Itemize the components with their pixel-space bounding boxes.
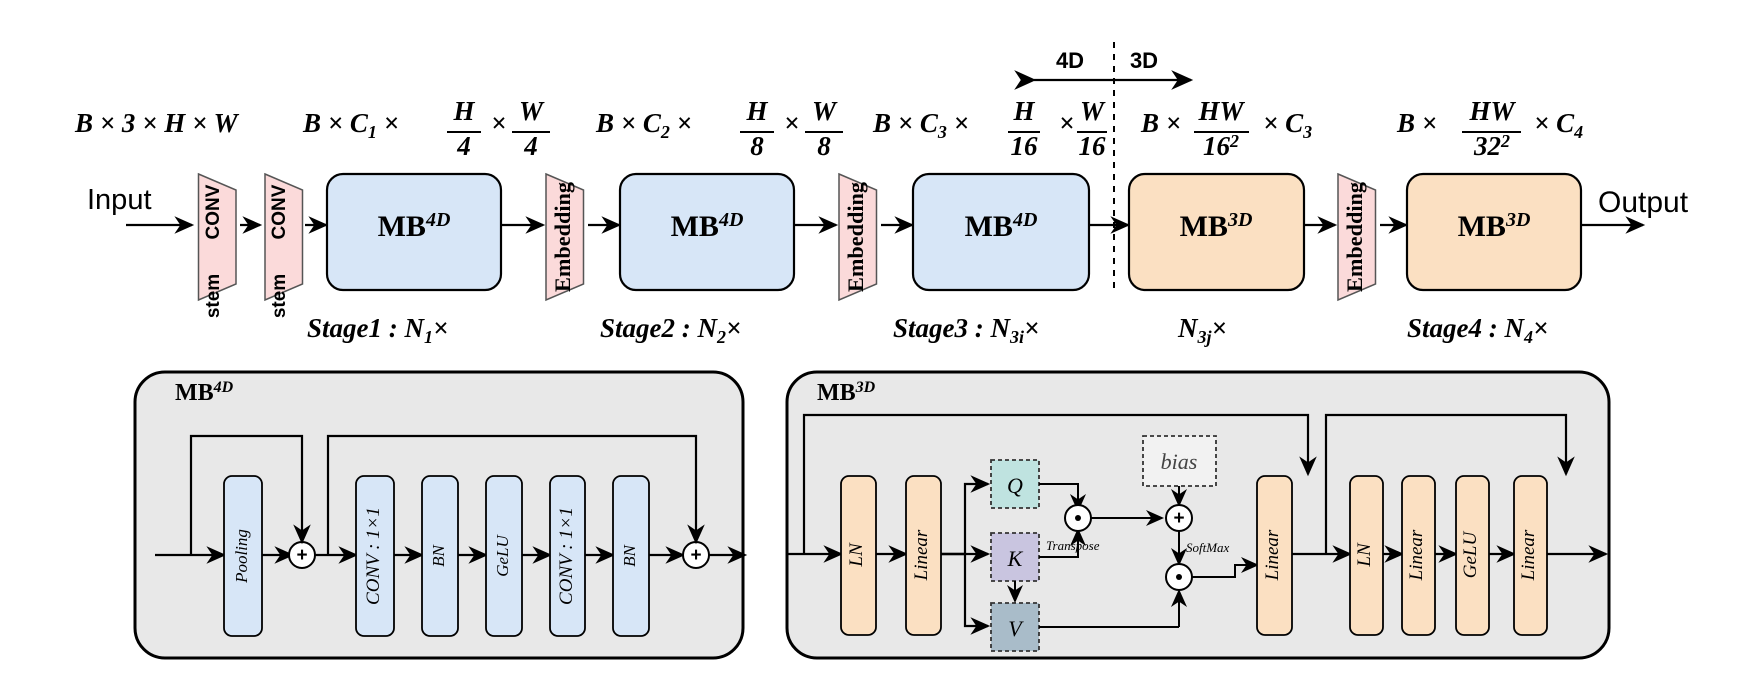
svg-text:bias: bias — [1161, 449, 1198, 474]
svg-text:Stage4 : N4×: Stage4 : N4× — [1407, 313, 1548, 347]
svg-text:×: × — [1059, 108, 1074, 138]
svg-text:K: K — [1007, 546, 1024, 571]
svg-text:Stage2 : N2×: Stage2 : N2× — [600, 313, 741, 347]
svg-text:LN: LN — [846, 542, 867, 568]
svg-text:stem: stem — [269, 274, 290, 318]
svg-text:B ×: B × — [1396, 108, 1437, 138]
svg-text:Pooling: Pooling — [232, 529, 251, 584]
svg-text:GeLU: GeLU — [493, 534, 512, 577]
svg-text:8: 8 — [817, 131, 831, 161]
svg-text:H: H — [452, 96, 475, 126]
svg-text:W: W — [812, 96, 838, 126]
svg-text:B ×: B × — [1140, 108, 1181, 138]
svg-text:Linear: Linear — [1518, 529, 1539, 581]
svg-text:×: × — [784, 108, 799, 138]
svg-text:W: W — [1080, 96, 1106, 126]
svg-text:B × C1 ×: B × C1 × — [302, 108, 399, 142]
svg-text:GeLU: GeLU — [1460, 531, 1481, 579]
svg-text:BN: BN — [620, 543, 639, 566]
svg-text:× C3: × C3 — [1263, 108, 1312, 142]
svg-text:8: 8 — [750, 131, 764, 161]
svg-text:4: 4 — [523, 131, 538, 161]
svg-text:Q: Q — [1007, 473, 1023, 498]
svg-text:stem: stem — [203, 274, 224, 318]
svg-text:CONV : 1×1: CONV : 1×1 — [363, 507, 384, 605]
svg-text:B × C3 ×: B × C3 × — [872, 108, 969, 142]
svg-text:Embedding: Embedding — [1342, 182, 1367, 292]
svg-text:CONV : 1×1: CONV : 1×1 — [556, 507, 577, 605]
svg-text:B × 3 × H × W: B × 3 × H × W — [74, 108, 240, 138]
svg-text:HW: HW — [1197, 96, 1245, 126]
svg-text:4: 4 — [456, 131, 471, 161]
svg-text:CONV: CONV — [203, 184, 224, 239]
svg-text:Transpose: Transpose — [1046, 538, 1100, 553]
svg-text:×: × — [491, 108, 506, 138]
svg-text:BN: BN — [429, 543, 448, 566]
svg-text:LN: LN — [1354, 542, 1375, 568]
svg-text:+: + — [1173, 508, 1184, 529]
svg-text:Stage1 : N1×: Stage1 : N1× — [307, 313, 448, 347]
svg-text:W: W — [519, 96, 545, 126]
svg-text:Output: Output — [1598, 186, 1689, 219]
svg-text:3D: 3D — [1130, 48, 1158, 73]
svg-text:H: H — [1012, 96, 1035, 126]
svg-text:H: H — [745, 96, 768, 126]
svg-text:+: + — [690, 545, 701, 566]
svg-text:× C4: × C4 — [1534, 108, 1583, 142]
svg-text:Embedding: Embedding — [550, 182, 575, 292]
svg-text:Linear: Linear — [1406, 529, 1427, 581]
svg-text:CONV: CONV — [269, 184, 290, 239]
svg-text:B × C2 ×: B × C2 × — [595, 108, 692, 142]
svg-text:Input: Input — [87, 184, 152, 216]
svg-text:Embedding: Embedding — [843, 182, 868, 292]
svg-text:16: 16 — [1011, 131, 1039, 161]
svg-text:+: + — [296, 545, 307, 566]
svg-text:HW: HW — [1468, 96, 1516, 126]
svg-text:Stage3 : N3i×: Stage3 : N3i× — [893, 313, 1039, 347]
svg-text:322: 322 — [1473, 131, 1510, 161]
svg-text:N3j×: N3j× — [1177, 313, 1227, 347]
svg-text:162: 162 — [1203, 131, 1239, 161]
svg-text:4D: 4D — [1056, 48, 1084, 73]
svg-text:Linear: Linear — [1262, 529, 1283, 581]
svg-text:SoftMax: SoftMax — [1186, 540, 1230, 555]
svg-text:16: 16 — [1079, 131, 1107, 161]
svg-text:Linear: Linear — [911, 529, 932, 581]
